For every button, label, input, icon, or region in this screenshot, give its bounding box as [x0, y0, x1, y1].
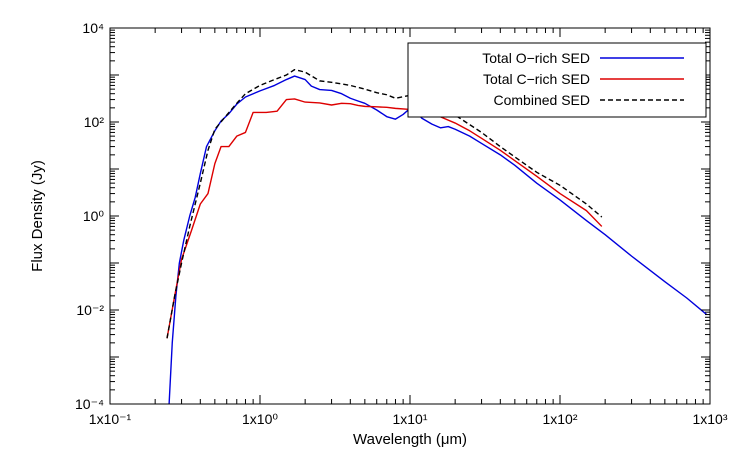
tick-label-layer: 1x10⁻¹ 1x10⁰ 1x10¹ 1x10² 1x10³ 10⁻⁴ 10⁻² 10⁰ 10²…	[75, 20, 728, 427]
legend-label-1: Total C−rich SED	[483, 71, 590, 87]
series-line-2	[166, 68, 603, 339]
y-tick-label: 10⁻⁴	[75, 396, 104, 412]
series-line-0	[168, 75, 708, 404]
legend-box	[407, 42, 707, 118]
x-tick-label: 1x10³	[692, 411, 727, 427]
x-tick-label: 1x10⁻¹	[89, 411, 132, 427]
series-line-1	[166, 98, 603, 339]
y-tick-label: 10⁴	[82, 20, 104, 36]
legend-label-0: Total O−rich SED	[482, 50, 590, 66]
y-tick-label: 10²	[84, 114, 105, 130]
y-tick-label: 10⁰	[83, 208, 105, 224]
legend: Total O−rich SED Total C−rich SED Combined…	[407, 42, 707, 118]
x-axis-label: Wavelength (μm)	[353, 431, 467, 448]
x-tick-label: 1x10⁰	[242, 411, 278, 427]
x-tick-label: 1x10²	[542, 411, 577, 427]
y-tick-label: 10⁻²	[76, 302, 104, 318]
x-tick-label: 1x10¹	[392, 411, 427, 427]
plot-frame	[109, 27, 711, 405]
series-layer	[166, 68, 708, 404]
y-axis-label: Flux Density (Jy)	[29, 160, 46, 272]
legend-label-2: Combined SED	[494, 92, 591, 108]
